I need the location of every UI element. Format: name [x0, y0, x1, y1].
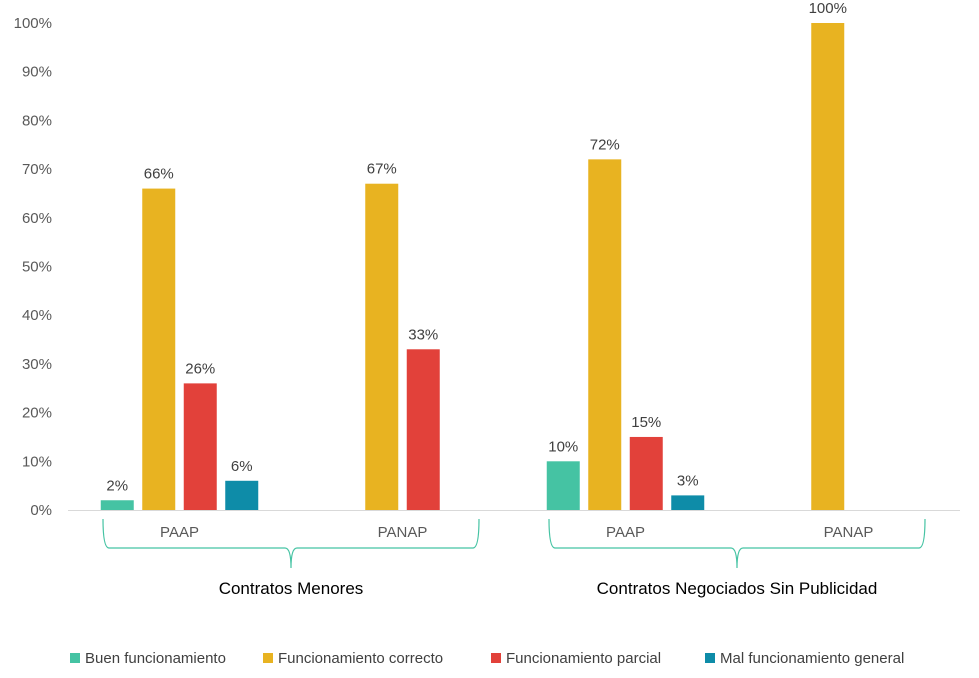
data-label: 100% [809, 0, 847, 17]
x-axis: PAAP PANAP PAAP PANAP [160, 524, 873, 541]
y-tick-label: 40% [22, 307, 52, 324]
bar [100, 500, 134, 510]
x-tick-label: PANAP [824, 524, 874, 541]
group-braces: Contratos Menores Contratos Negociados Si… [102, 518, 926, 598]
legend-swatch [70, 653, 80, 663]
data-labels: 2% 10% 66% 67% 72% 100% 26% 33% 15% 6% 3% [106, 0, 847, 494]
bar [546, 461, 580, 510]
x-tick-label: PAAP [160, 524, 199, 541]
bar [588, 159, 622, 511]
bars [100, 23, 845, 511]
y-tick-label: 10% [22, 453, 52, 470]
data-label: 2% [106, 477, 128, 494]
y-tick-label: 60% [22, 210, 52, 227]
data-label: 10% [548, 438, 578, 455]
group-brace [548, 518, 926, 569]
legend-label: Buen funcionamiento [85, 650, 226, 667]
data-label: 6% [231, 458, 253, 475]
data-label: 15% [631, 414, 661, 431]
bar [629, 436, 663, 510]
group-label: Contratos Menores [219, 579, 364, 598]
x-tick-label: PANAP [378, 524, 428, 541]
data-label: 67% [367, 161, 397, 178]
y-tick-label: 70% [22, 161, 52, 178]
y-tick-label: 20% [22, 405, 52, 422]
bar [225, 480, 259, 510]
y-tick-label: 50% [22, 259, 52, 276]
legend-label: Mal funcionamiento general [720, 650, 904, 667]
data-label: 26% [185, 360, 215, 377]
y-axis: 0% 10% 20% 30% 40% 50% 60% 70% 80% 90% 100% [14, 15, 52, 519]
legend-swatch [705, 653, 715, 663]
data-label: 33% [408, 326, 438, 343]
legend-swatch [263, 653, 273, 663]
data-label: 66% [144, 166, 174, 183]
y-tick-label: 100% [14, 15, 52, 32]
legend-label: Funcionamiento correcto [278, 650, 443, 667]
group-label: Contratos Negociados Sin Publicidad [597, 579, 878, 598]
data-label: 3% [677, 472, 699, 489]
bar [142, 188, 176, 510]
y-tick-label: 30% [22, 356, 52, 373]
bar [183, 383, 217, 510]
legend-swatch [491, 653, 501, 663]
legend-label: Funcionamiento parcial [506, 650, 661, 667]
y-tick-label: 90% [22, 64, 52, 81]
group-brace [102, 518, 480, 569]
bar [811, 23, 845, 510]
y-tick-label: 0% [30, 502, 52, 519]
bar [406, 349, 440, 510]
legend: Buen funcionamiento Funcionamiento correc… [70, 650, 904, 667]
bar [365, 183, 399, 510]
bar [671, 495, 705, 510]
data-label: 72% [590, 136, 620, 153]
y-tick-label: 80% [22, 112, 52, 129]
x-tick-label: PAAP [606, 524, 645, 541]
